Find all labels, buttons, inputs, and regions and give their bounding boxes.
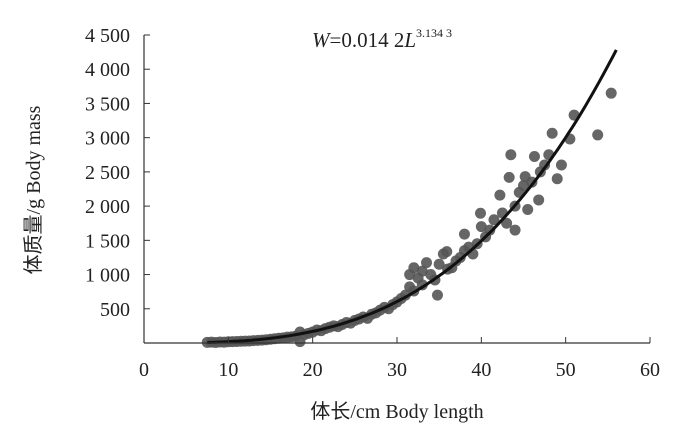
- data-point: [501, 217, 513, 229]
- y-tick-label: 4 500: [85, 25, 130, 47]
- data-point: [518, 180, 529, 192]
- y-ticks: 500 1 000 1 500 2 000 2 500 3 000 3 500 4 000 4 …: [85, 25, 150, 321]
- fit-equation: W=0.014 2L3.134 3: [312, 26, 452, 52]
- data-point: [528, 150, 540, 162]
- data-point: [441, 246, 453, 258]
- x-tick-label: 40: [471, 359, 491, 381]
- y-tick-label: 3 500: [85, 93, 130, 115]
- x-axis-title: 体长/cm Body length: [310, 400, 483, 423]
- x-tick-label: 30: [387, 359, 407, 381]
- x-tick-label: 60: [640, 359, 660, 381]
- fit-curve: [207, 49, 618, 344]
- data-point: [509, 224, 521, 236]
- data-point: [475, 221, 487, 233]
- y-tick-label: 2 000: [85, 196, 130, 218]
- data-point: [533, 194, 545, 206]
- data-point: [522, 204, 534, 216]
- data-points: [201, 87, 617, 348]
- x-tick-label: 0: [139, 359, 149, 381]
- data-point: [474, 207, 486, 219]
- y-tick-label: 1 500: [85, 230, 130, 252]
- data-point: [494, 189, 506, 201]
- y-tick-label: 2 500: [85, 162, 130, 184]
- data-point: [458, 228, 470, 240]
- y-tick-label: 1 000: [85, 265, 130, 287]
- data-point: [505, 149, 517, 161]
- data-point: [488, 214, 500, 226]
- x-ticks: 0 10 20 30 40 50 60: [139, 337, 660, 381]
- y-axis-title: 体质量/g Body mass: [22, 105, 45, 274]
- y-tick-label: 3 000: [85, 128, 130, 150]
- data-point: [555, 159, 567, 171]
- data-point: [546, 127, 558, 139]
- y-tick-label: 4 000: [85, 59, 130, 81]
- data-point: [408, 262, 420, 274]
- data-point: [431, 289, 443, 301]
- x-tick-label: 10: [218, 359, 238, 381]
- y-tick-label: 500: [100, 299, 130, 321]
- x-tick-label: 20: [303, 359, 323, 381]
- data-point: [503, 171, 515, 183]
- data-point: [416, 265, 428, 277]
- data-point: [421, 257, 433, 269]
- data-point: [433, 258, 445, 270]
- data-point: [605, 87, 617, 99]
- x-tick-label: 50: [556, 359, 576, 381]
- data-point: [592, 129, 604, 141]
- data-point: [484, 224, 496, 236]
- data-point: [551, 173, 563, 185]
